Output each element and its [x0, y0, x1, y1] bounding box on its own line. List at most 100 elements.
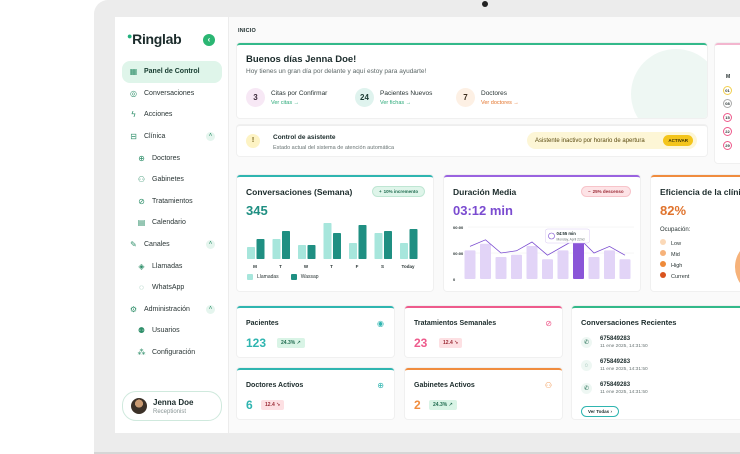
duration-bar	[588, 257, 600, 279]
bar-llamadas	[323, 223, 332, 259]
calendar-month: M	[726, 74, 731, 80]
legend-label: Llamadas	[257, 274, 279, 280]
legend-swatch	[290, 274, 297, 280]
efficiency-card: Eficiencia de la clínica 82% Ocupación: …	[651, 175, 740, 303]
assistant-status-pill: Asistente inactivo por horario de apertu…	[527, 132, 697, 149]
tooltip-date: Monday, April 22nd	[557, 238, 585, 242]
logo[interactable]: ●Ringlab	[127, 31, 182, 47]
treatment-icon: ⊘	[545, 319, 552, 328]
legend-dot	[660, 250, 666, 256]
grid-icon: ▦	[129, 67, 138, 77]
patient-icon: ◉	[377, 319, 384, 328]
sidebar-item-panel-de-control[interactable]: ▦ Panel de Control	[122, 61, 222, 83]
calendar-day[interactable]: 15	[723, 113, 732, 122]
sidebar-item-configuracion[interactable]: ⁂ Configuración	[137, 348, 196, 358]
sidebar-nav: ▦ Panel de Control ◎ Conversaciones ϟ Ac…	[115, 61, 229, 363]
bar-wassap	[256, 239, 265, 259]
treatment-icon: ⊘	[138, 196, 145, 206]
conversations-bar-chart: M T W T F S Today	[247, 223, 418, 269]
metric-card-tratamientos: Tratamientos Semanales ⊘ 23 12.4 ↘	[405, 306, 562, 357]
device-base	[94, 452, 740, 454]
x-tick-label: T	[279, 264, 282, 269]
calendar-day[interactable]: 08	[723, 99, 732, 108]
duration-card: Duración Media 03:12 min −25% descenso 0…	[444, 175, 640, 291]
list-item[interactable]: ◌ 675849283 11 ene 2025, 14:31:50	[581, 359, 648, 372]
sidebar-item-canales[interactable]: ✎ Canales ˄	[115, 234, 229, 256]
trend-up-icon: ↗	[296, 340, 301, 346]
calendar-day[interactable]: 01	[723, 86, 732, 95]
activate-button[interactable]: ACTIVAR	[663, 135, 693, 146]
sidebar-item-whatsapp[interactable]: ◌ WhatsApp	[115, 277, 229, 299]
app-screen: ●Ringlab ‹ ▦ Panel de Control ◎ Conversa…	[115, 17, 740, 433]
duration-bar	[495, 257, 507, 279]
ver-fichas-link[interactable]: Ver fichas →	[380, 99, 412, 106]
sidebar-item-tratamientos[interactable]: ⊘ Tratamientos	[138, 196, 193, 206]
recent-number: 675849283	[600, 382, 631, 388]
efficiency-title: Eficiencia de la clínica	[660, 187, 740, 197]
view-all-button[interactable]: Ver Todas ›	[581, 406, 619, 417]
bar-wassap	[333, 233, 341, 259]
bar-wassap	[409, 229, 418, 259]
sidebar-item-doctores[interactable]: ⊕ Doctores	[138, 153, 181, 163]
metric-title: Pacientes	[246, 320, 279, 327]
chevron-up-icon[interactable]: ˄	[206, 132, 215, 142]
chevron-up-icon[interactable]: ˄	[206, 240, 215, 250]
stat-value: 24	[355, 88, 374, 107]
tooltip-box	[545, 228, 590, 244]
sidebar-item-clinica[interactable]: ⊟ Clínica ˄	[115, 126, 229, 148]
collapse-sidebar-button[interactable]: ‹	[203, 34, 215, 46]
assistant-status-text: Asistente inactivo por horario de apertu…	[535, 137, 645, 144]
phone-icon: ✆	[581, 337, 592, 348]
sidebar-item-llamadas[interactable]: ◈ Llamadas	[138, 261, 183, 271]
stat-doctores: 7 Doctores Ver doctores →	[456, 88, 519, 107]
calendar-day[interactable]: 22	[723, 127, 732, 136]
x-tick-label: M	[253, 264, 257, 269]
stat-value: 7	[456, 88, 475, 107]
sidebar-item-administracion[interactable]: ⚙ Administración ˄	[115, 299, 229, 321]
decrease-badge: −25% descenso	[581, 186, 631, 197]
increase-badge: +10% incremento	[372, 186, 426, 197]
duration-bar	[511, 254, 522, 279]
doctor-icon: ⊕	[377, 381, 384, 390]
conversations-legend: Llamadas Wassap	[247, 274, 319, 280]
stat-citas: 3 Citas por Confirmar Ver citas →	[246, 88, 327, 107]
calendar-icon: ▤	[137, 218, 146, 228]
trend-down-icon: ↘	[454, 340, 459, 346]
sidebar-item-acciones[interactable]: ϟ Acciones	[115, 104, 229, 126]
bar-llamadas	[374, 233, 383, 259]
clinic-icon: ⊟	[130, 132, 137, 142]
stat-label: Doctores	[481, 89, 508, 97]
metric-card-gabinetes: Gabinetes Activos ⚇ 2 24.3% ↗	[405, 368, 562, 419]
sidebar-item-gabinetes[interactable]: ⚇ Gabinetes	[137, 175, 184, 185]
ver-doctores-link[interactable]: Ver doctores →	[481, 99, 519, 106]
duration-line	[469, 237, 626, 256]
bar-wassap	[282, 231, 290, 259]
room-icon: ⚇	[544, 381, 552, 390]
sidebar-item-usuarios[interactable]: ⚉ Usuarios	[137, 326, 180, 336]
metric-card-pacientes: Pacientes ◉ 123 24.3% ↗	[237, 306, 394, 357]
x-tick-label: W	[304, 264, 309, 269]
sidebar-item-calendario[interactable]: ▤ Calendario	[137, 218, 186, 228]
user-card[interactable]: Jenna Doe Receptionist	[122, 391, 222, 421]
list-item[interactable]: ✆ 675849283 11 ene 2025, 14:31:50	[581, 336, 648, 349]
calendar-day[interactable]: 29	[723, 141, 732, 150]
sidebar: ●Ringlab ‹ ▦ Panel de Control ◎ Conversa…	[115, 17, 229, 433]
conversations-title: Conversaciones (Semana)	[246, 187, 353, 197]
arrow-right-icon: →	[513, 99, 519, 106]
duration-value: 03:12 min	[453, 203, 513, 218]
tooltip-time: 04:55 min	[557, 231, 577, 236]
occupation-label: Ocupación:	[660, 227, 691, 233]
sidebar-item-conversaciones[interactable]: ◎ Conversaciones	[130, 88, 195, 98]
recent-title: Conversaciones Recientes	[581, 318, 677, 327]
metric-badge: 12.4 ↘	[439, 338, 463, 348]
breadcrumb: INICIO	[238, 28, 257, 34]
list-item[interactable]: ✆ 675849283 11 ene 2025, 14:31:50	[581, 382, 648, 395]
efficiency-legend: Low Mid High Current	[660, 239, 689, 283]
clock-icon	[548, 232, 555, 240]
recent-date: 11 ene 2025, 14:31:50	[600, 367, 648, 372]
ver-citas-link[interactable]: Ver citas →	[271, 99, 300, 106]
y-tick-label: 00:00	[453, 251, 464, 256]
chevron-up-icon[interactable]: ˄	[206, 304, 215, 314]
whatsapp-icon: ◌	[139, 283, 144, 293]
bar-llamadas	[349, 243, 357, 259]
